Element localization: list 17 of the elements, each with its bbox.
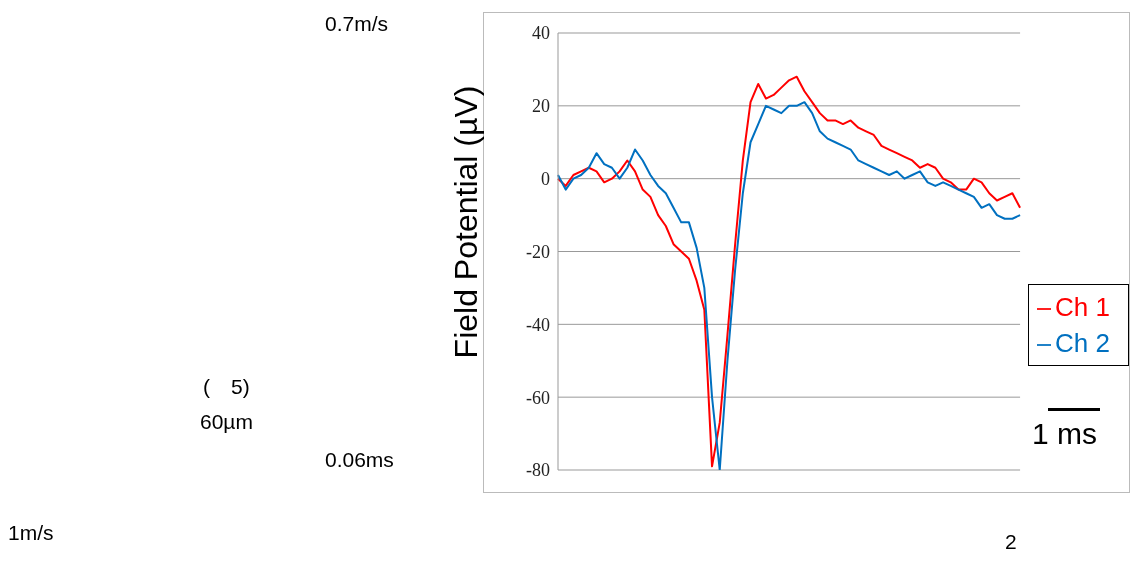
y-tick-label: 40	[532, 23, 550, 44]
text: 2	[1005, 530, 1017, 554]
text: 0.7m/s	[325, 12, 389, 36]
text: 1m/s	[8, 521, 54, 545]
text: 1 ms	[1032, 417, 1098, 451]
text: 0.06ms	[325, 448, 394, 472]
y-tick-label: -40	[526, 314, 550, 335]
legend-label: Ch 2	[1055, 328, 1110, 358]
y-tick-label: -80	[526, 460, 550, 481]
y-tick-label: 0	[541, 169, 550, 190]
y-tick-label: 20	[532, 96, 550, 117]
text: 60µm	[200, 410, 253, 434]
y-tick-label: -20	[526, 241, 550, 262]
y-axis-title: Field Potential (µV)	[447, 85, 485, 359]
legend-label: Ch 1	[1055, 292, 1110, 322]
text: ( 5)	[203, 374, 250, 400]
y-tick-label: -60	[526, 387, 550, 408]
